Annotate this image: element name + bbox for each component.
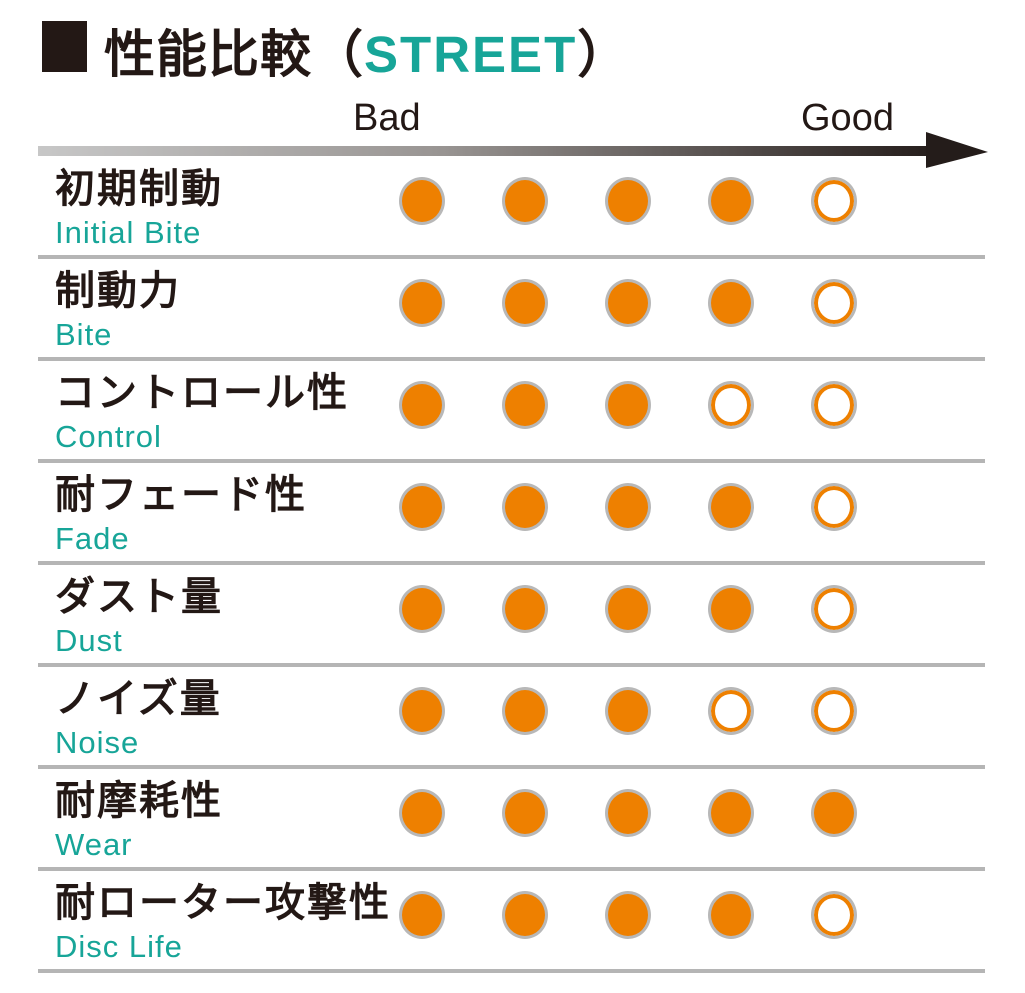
rating-dot-filled bbox=[605, 789, 651, 837]
rating-dot-filled bbox=[708, 789, 754, 837]
rating-dots bbox=[399, 381, 857, 429]
rating-dot-filled bbox=[605, 687, 651, 735]
rating-dots bbox=[399, 687, 857, 735]
rating-dot-filled bbox=[502, 279, 548, 327]
title-paren-open: （ bbox=[312, 26, 365, 83]
title-text-jp: 性能比較 bbox=[104, 26, 313, 83]
row-label-jp: 初期制動 bbox=[55, 167, 223, 211]
rating-dots bbox=[399, 789, 857, 837]
rating-dots bbox=[399, 177, 857, 225]
scale-label-bad: Bad bbox=[353, 97, 421, 139]
title-square-icon bbox=[42, 21, 87, 72]
rating-dot-filled bbox=[399, 585, 445, 633]
rating-dot-filled bbox=[502, 891, 548, 939]
rating-dot-filled bbox=[399, 687, 445, 735]
rating-dot-filled bbox=[502, 789, 548, 837]
scale-label-good: Good bbox=[801, 97, 894, 139]
rating-dot-filled bbox=[399, 177, 445, 225]
row-label-en: Initial Bite bbox=[55, 215, 202, 250]
rating-dot-filled bbox=[399, 381, 445, 429]
rating-dot-filled bbox=[708, 585, 754, 633]
row-label-en: Dust bbox=[55, 623, 123, 658]
scale-arrow-head-icon bbox=[926, 132, 988, 168]
row-noise: ノイズ量 Noise bbox=[38, 667, 985, 769]
rating-dot-filled bbox=[605, 585, 651, 633]
row-label-jp: ダスト量 bbox=[55, 575, 223, 619]
rating-dots bbox=[399, 483, 857, 531]
rating-dot-filled bbox=[708, 279, 754, 327]
rating-dot-filled bbox=[502, 177, 548, 225]
rating-dot-filled bbox=[399, 279, 445, 327]
row-bite: 制動力 Bite bbox=[38, 259, 985, 361]
row-labels: コントロール性 Control bbox=[38, 361, 985, 452]
rating-dot-filled bbox=[502, 687, 548, 735]
row-label-jp: 耐摩耗性 bbox=[55, 779, 223, 823]
rating-dot-filled bbox=[708, 891, 754, 939]
row-labels: 制動力 Bite bbox=[38, 259, 985, 350]
rating-dot-filled bbox=[399, 891, 445, 939]
row-labels: 耐フェード性 Fade bbox=[38, 463, 985, 554]
rating-dot-filled bbox=[605, 177, 651, 225]
rating-dot-filled bbox=[605, 381, 651, 429]
row-label-en: Control bbox=[55, 419, 162, 454]
row-label-jp: 耐ローター攻撃性 bbox=[55, 881, 391, 925]
rating-dot-filled bbox=[502, 483, 548, 531]
page-title: 性能比較（STREET） bbox=[104, 13, 629, 87]
rating-dot-filled bbox=[605, 483, 651, 531]
rating-dot-filled bbox=[605, 279, 651, 327]
row-labels: ノイズ量 Noise bbox=[38, 667, 985, 758]
row-wear: 耐摩耗性 Wear bbox=[38, 769, 985, 871]
rating-dot-open bbox=[811, 279, 857, 327]
row-label-jp: コントロール性 bbox=[55, 371, 349, 415]
rating-dot-open bbox=[811, 585, 857, 633]
row-label-en: Disc Life bbox=[55, 929, 183, 964]
rating-dot-filled bbox=[502, 585, 548, 633]
rating-dots bbox=[399, 891, 857, 939]
row-dust: ダスト量 Dust bbox=[38, 565, 985, 667]
title-accent: STREET bbox=[364, 26, 578, 83]
rating-dot-filled bbox=[502, 381, 548, 429]
scale-arrow-line bbox=[38, 146, 938, 156]
rating-dot-filled bbox=[708, 177, 754, 225]
row-label-en: Bite bbox=[55, 317, 113, 352]
rating-dot-open bbox=[811, 177, 857, 225]
row-label-jp: ノイズ量 bbox=[55, 677, 222, 721]
row-labels: 耐摩耗性 Wear bbox=[38, 769, 985, 860]
row-label-en: Noise bbox=[55, 725, 140, 760]
rating-dot-filled bbox=[605, 891, 651, 939]
row-label-en: Fade bbox=[55, 521, 130, 556]
rating-dot-open bbox=[811, 381, 857, 429]
rating-dots bbox=[399, 279, 857, 327]
rating-dot-open bbox=[708, 687, 754, 735]
row-label-en: Wear bbox=[55, 827, 133, 862]
rating-dot-filled bbox=[399, 483, 445, 531]
row-label-jp: 耐フェード性 bbox=[55, 473, 307, 517]
rating-rows: 初期制動 Initial Bite 制動力 Bite コントロール性 Contr… bbox=[38, 157, 985, 973]
row-labels: 初期制動 Initial Bite bbox=[38, 157, 985, 248]
row-fade: 耐フェード性 Fade bbox=[38, 463, 985, 565]
row-labels: 耐ローター攻撃性 Disc Life bbox=[38, 871, 985, 962]
rating-dot-filled bbox=[399, 789, 445, 837]
rating-dot-open bbox=[811, 891, 857, 939]
rating-dot-filled bbox=[708, 483, 754, 531]
rating-dot-open bbox=[708, 381, 754, 429]
rating-dot-open bbox=[811, 483, 857, 531]
row-disc-life: 耐ローター攻撃性 Disc Life bbox=[38, 871, 985, 973]
rating-dot-open bbox=[811, 687, 857, 735]
rating-dot-filled bbox=[811, 789, 857, 837]
row-label-jp: 制動力 bbox=[55, 269, 181, 313]
title-paren-close: ） bbox=[577, 26, 630, 83]
rating-dots bbox=[399, 585, 857, 633]
row-initial-bite: 初期制動 Initial Bite bbox=[38, 157, 985, 259]
row-labels: ダスト量 Dust bbox=[38, 565, 985, 656]
row-control: コントロール性 Control bbox=[38, 361, 985, 463]
